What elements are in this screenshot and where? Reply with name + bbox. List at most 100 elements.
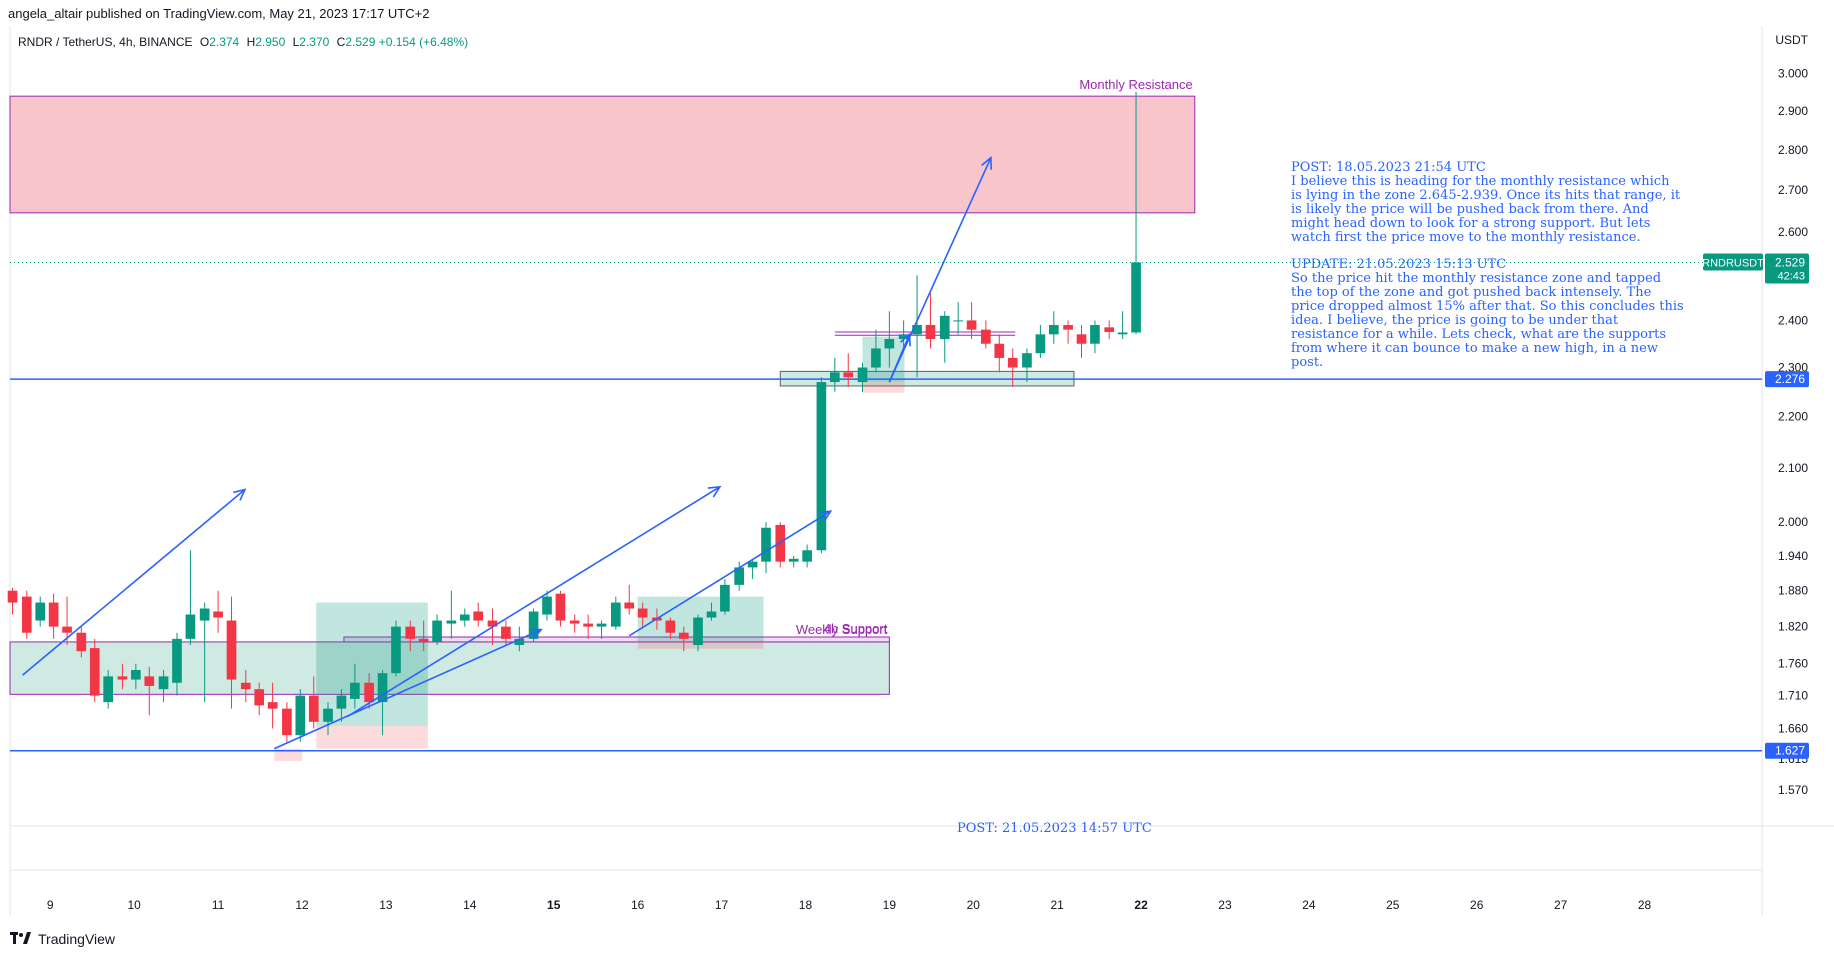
candle-body [131,670,141,680]
price-badge-support-line [1765,371,1809,388]
post-note-line: watch first the price move to the monthl… [1291,230,1641,245]
open-value: 2.374 [209,35,240,49]
price-tick-label: 1.940 [1778,549,1808,563]
candle-body [1117,332,1128,335]
time-tick-label: 16 [631,898,645,912]
price-tick-label: 3.000 [1778,66,1808,80]
candle-body [912,325,922,335]
candle-body [391,626,401,674]
candle-body [706,611,717,618]
price-tick-label: 2.300 [1778,361,1808,375]
price-tick-label: 1.820 [1778,620,1808,634]
candle-body [35,602,46,621]
symbol-legend: RNDR / TetherUS, 4h, BINANCE O2.374 H2.9… [18,35,468,49]
countdown-text: 42:43 [1777,270,1805,282]
price-tick-label: 2.000 [1778,515,1808,529]
candle-body [994,343,1005,358]
trend-arrow-head [233,488,247,501]
price-tick-label: 2.100 [1778,461,1808,475]
candle-body [624,602,635,609]
time-tick-label: 9 [47,898,54,912]
update-note-line: post. [1291,355,1323,370]
candle-body [678,632,689,639]
position-stop-box [316,725,428,749]
candle-body [240,682,251,690]
tradingview-brand[interactable]: TradingView [10,931,115,947]
position-target-box [862,336,905,383]
candle-body [1076,334,1087,344]
close-value: 2.529 [345,35,376,49]
candle-body [295,695,306,736]
update-note-title: UPDATE: 21.05.2023 15:13 UTC [1291,257,1506,272]
candle-body [528,611,539,639]
candle-body [761,527,771,562]
time-tick-label: 26 [1470,898,1484,912]
candle-body [747,561,758,568]
candle-body [1022,353,1032,368]
update-note-line: the top of the zone and got pushed back … [1291,285,1652,300]
price-tick-label: 2.800 [1778,143,1808,157]
weekly-support-label: Weekly Support [796,622,888,637]
price-tick-label: 1.570 [1778,783,1808,797]
candle-body [829,372,840,383]
price-badge-text: 1.627 [1775,744,1805,758]
symbol-name: RNDR / TetherUS, 4h, BINANCE [18,35,193,49]
post-note-line: is likely the price will be pushed back … [1291,202,1649,217]
monthly-resistance-label: Monthly Resistance [1079,77,1192,92]
candle-body [213,611,223,618]
symbol-price-tag [1703,253,1763,271]
candle-body [459,614,470,621]
close-label: C [336,35,346,49]
weekly-support-zone [9,641,890,695]
candle-body [377,673,388,703]
price-axis-unit: USDT [1775,33,1808,47]
candle-body [418,638,429,642]
candle-body [62,626,72,633]
time-tick-label: 15 [547,898,561,912]
candle-body [939,315,950,340]
candle-body [323,708,333,722]
symbol-price-tag-text: RNDRUSDT [1702,257,1764,269]
update-note-line: idea. I believe, the price is going to b… [1291,313,1619,328]
candle-body [199,608,210,621]
update-note-line: from where it can bounce to make a new h… [1291,341,1658,356]
time-tick-label: 13 [379,898,393,912]
post-note-title: POST: 18.05.2023 21:54 UTC [1291,160,1486,175]
candle-body [350,682,360,699]
candle-body [734,567,744,585]
candle-body [76,632,87,652]
trend-arrow [888,334,911,383]
candle-body [1063,325,1073,330]
trend-arrow-head [529,628,543,640]
trend-arrow [22,488,246,676]
trend-arrow [273,628,542,750]
trend-arrow-head [899,332,911,347]
candle-body [48,602,59,627]
monthly-resistance-zone [9,95,1196,214]
4h-support-zone [343,636,890,643]
candle-body [569,620,580,624]
candle-body [89,648,100,696]
price-tick-label: 1.710 [1778,689,1808,703]
low-label: L [292,35,300,49]
price-tick-label: 2.900 [1778,104,1808,118]
price-tick-label: 1.760 [1778,657,1808,671]
trend-arrow [888,157,992,383]
time-tick-label: 18 [799,898,813,912]
price-tick-label: 1.660 [1778,721,1808,735]
high-value: 2.950 [255,35,286,49]
price-tick-label: 2.200 [1778,410,1808,424]
candle-body [1048,325,1059,335]
candle-body [487,620,498,627]
candle-body [857,367,868,383]
candle-body [282,708,292,736]
candle-body [966,320,977,330]
candle-body [693,617,703,646]
position-stop-box [862,382,905,393]
bottom-post-note: POST: 21.05.2023 14:57 UTC [957,821,1152,836]
candle-body [501,626,511,639]
candle-body [884,339,895,349]
candle-body [473,611,484,621]
candle-body [802,550,812,562]
